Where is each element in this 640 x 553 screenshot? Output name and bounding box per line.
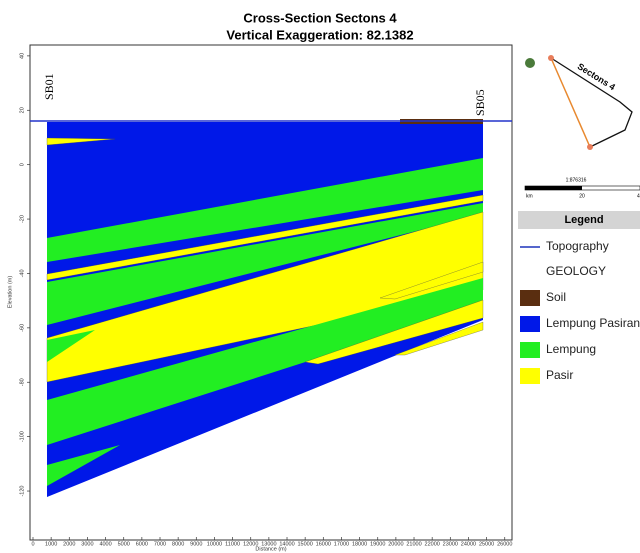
x-tick-label: 13000 bbox=[261, 541, 276, 547]
legend-label: Pasir bbox=[546, 368, 573, 382]
y-tick-label: 20 bbox=[19, 107, 25, 113]
x-tick-label: 1000 bbox=[45, 541, 57, 547]
y-tick-label: -20 bbox=[19, 215, 25, 223]
y-tick-label: -40 bbox=[19, 269, 25, 277]
scale-bar bbox=[525, 186, 582, 190]
y-tick-label: -80 bbox=[19, 378, 25, 386]
y-tick-label: -100 bbox=[19, 431, 25, 442]
legend-swatch bbox=[520, 368, 540, 384]
x-tick-label: 4000 bbox=[99, 541, 111, 547]
x-tick-label: 19000 bbox=[370, 541, 385, 547]
scale-unit: km bbox=[526, 193, 533, 199]
x-tick-label: 15000 bbox=[298, 541, 313, 547]
x-tick-label: 12000 bbox=[243, 541, 258, 547]
legend-title: Legend bbox=[564, 214, 603, 226]
legend-label: Soil bbox=[546, 290, 566, 304]
x-tick-label: 16000 bbox=[316, 541, 331, 547]
scale-text: 1:876316 bbox=[566, 177, 587, 183]
legend-label: GEOLOGY bbox=[546, 264, 606, 278]
x-tick-label: 5000 bbox=[118, 541, 130, 547]
y-tick-label: 40 bbox=[19, 53, 25, 59]
title: Cross-Section Sectons 4 bbox=[243, 10, 397, 25]
x-tick-label: 26000 bbox=[497, 541, 512, 547]
x-tick-label: 11000 bbox=[225, 541, 240, 547]
x-tick-label: 7000 bbox=[154, 541, 166, 547]
x-tick-label: 0 bbox=[31, 541, 34, 547]
x-tick-label: 24000 bbox=[461, 541, 476, 547]
x-tick-label: 6000 bbox=[136, 541, 148, 547]
legend-label: Topography bbox=[546, 239, 609, 253]
x-tick-label: 3000 bbox=[81, 541, 93, 547]
y-tick-label: 0 bbox=[19, 163, 25, 166]
legend-swatch bbox=[520, 290, 540, 306]
x-tick-label: 14000 bbox=[279, 541, 294, 547]
x-tick-label: 10000 bbox=[207, 541, 222, 547]
page: Cross-Section Sectons 4 Vertical Exagger… bbox=[0, 0, 640, 553]
x-tick-label: 8000 bbox=[172, 541, 184, 547]
legend-label: Lempung Pasiran bbox=[546, 316, 640, 330]
x-tick-label: 23000 bbox=[443, 541, 458, 547]
x-tick-label: 22000 bbox=[425, 541, 440, 547]
x-tick-label: 25000 bbox=[479, 541, 494, 547]
subtitle: Vertical Exaggeration: 82.1382 bbox=[226, 27, 413, 42]
x-tick-label: 17000 bbox=[334, 541, 349, 547]
point bbox=[587, 144, 593, 150]
well-label: SB05 bbox=[473, 89, 487, 116]
scale-unit: 20 bbox=[579, 193, 585, 199]
x-tick-label: 18000 bbox=[352, 541, 367, 547]
legend-swatch bbox=[520, 316, 540, 332]
legend-swatch bbox=[520, 342, 540, 358]
x-tick-label: 20000 bbox=[388, 541, 403, 547]
y-axis-label: Elevation (m) bbox=[7, 276, 13, 309]
x-tick-label: 2000 bbox=[63, 541, 75, 547]
well-label: SB01 bbox=[42, 73, 56, 100]
x-tick-label: 21000 bbox=[406, 541, 421, 547]
y-tick-label: -120 bbox=[19, 486, 25, 497]
point bbox=[548, 55, 554, 61]
legend-label: Lempung bbox=[546, 342, 596, 356]
north-arrow bbox=[525, 58, 535, 68]
x-tick-label: 9000 bbox=[190, 541, 202, 547]
y-tick-label: -60 bbox=[19, 324, 25, 332]
